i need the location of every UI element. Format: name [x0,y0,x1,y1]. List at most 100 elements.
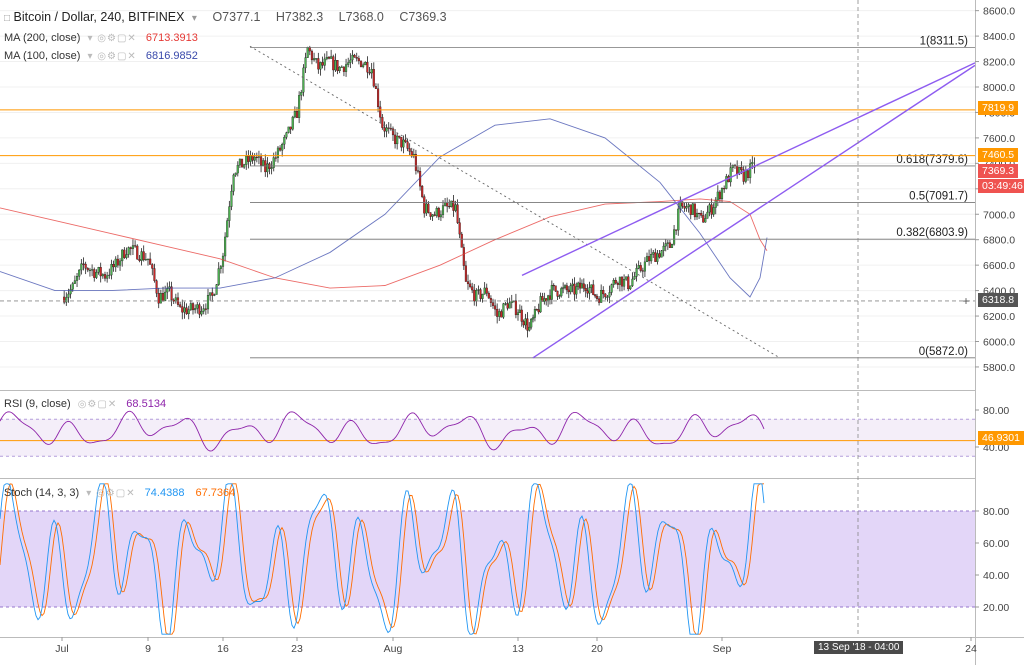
candle-up [662,245,665,251]
candle-up [221,255,225,267]
rsi-pane[interactable] [0,410,975,457]
candle-up [95,272,98,278]
candle-down [689,204,692,215]
candle-up [524,318,527,326]
candle-down [573,283,576,295]
candle-up [623,278,626,287]
candle-down [473,289,476,302]
countdown-badge: 03:49:46 [978,179,1024,193]
candle-down [389,128,392,130]
candle-up [272,157,275,168]
candle-up [340,66,343,68]
candle-down [668,242,671,248]
candle-down [592,284,595,295]
crosshair-price-badge: 6318.8 [978,293,1019,307]
candle-down [582,283,585,289]
candle-down [464,265,467,282]
candle-up [481,293,484,299]
candle-up [91,269,94,271]
overlay: + [0,0,975,637]
candle-down [514,300,517,316]
candle-down [129,247,132,249]
candle-up [402,139,405,148]
time-tick-label: 24 [965,643,977,655]
candle-down [471,286,474,291]
candle-down [149,258,152,265]
candle-up [629,285,632,290]
candle-down [379,106,382,118]
candle-down [416,170,420,172]
candle-down [191,303,195,311]
rsi-legend[interactable]: RSI (9, close) ◎⚙▢✕ 68.5134 [4,398,166,410]
fib-level-label: 0(5872.0) [919,346,968,358]
candle-up [119,260,122,266]
ma200-legend[interactable]: MA (200, close) ▾ ◎⚙▢✕ 6713.3913 [4,32,198,44]
rsi-tick-label: 80.00 [983,405,1009,417]
candle-up [370,69,373,74]
price-tick-label: 6600.0 [983,260,1015,272]
candle-up [569,285,572,293]
candle-up [712,207,715,215]
candle-up [547,295,550,302]
candle-down [153,268,156,281]
candle-up [645,256,649,263]
price-pane[interactable]: 1(8311.5) 0.618(7379.6) 0.5(7091.7) 0.382(6… [0,35,976,359]
candle-up [677,208,680,231]
rsi-value: 68.5134 [126,398,167,410]
candle-down [103,274,107,279]
stoch-pane[interactable] [0,483,975,635]
candle-down [157,293,160,304]
candle-up [625,276,628,280]
candle-up [69,289,72,295]
rsi-line [0,410,765,452]
candle-down [485,287,488,294]
candle-up [362,64,365,67]
chevron-down-icon[interactable]: ▾ [191,13,197,24]
ma100-legend[interactable]: MA (100, close) ▾ ◎⚙▢✕ 6816.9852 [4,50,198,62]
collapse-icon[interactable]: □ [4,13,11,24]
candle-down [556,290,559,297]
indicator-tools-icon[interactable]: ◎⚙▢✕ [77,399,118,410]
candle-up [187,309,190,315]
candle-down [408,148,411,152]
candle-down [658,253,661,258]
candle-up [600,290,603,303]
candle-down [718,191,721,200]
indicator-tools-icon[interactable]: ▾ ◎⚙▢✕ [87,51,137,62]
candle-down [198,304,201,315]
candle-up [300,92,303,96]
candle-down [279,147,282,151]
resistance-badge-2: 7460.5 [978,148,1019,162]
candle-down [93,269,96,278]
wedge-upper-line [521,62,976,276]
candle-up [543,298,546,302]
candle-down [383,127,386,132]
candle-down [742,169,745,182]
dotted-trendline [249,45,779,358]
candle-up [283,137,286,145]
indicator-tools-icon[interactable]: ▾ ◎⚙▢✕ [87,33,137,44]
candle-up [608,292,611,298]
candle-up [528,326,531,331]
candle-up [67,293,70,298]
indicator-tools-icon[interactable]: ▾ ◎⚙▢✕ [86,488,136,499]
price-tick-label: 7600.0 [983,133,1015,145]
candle-up [146,258,150,260]
candle-up [281,144,284,151]
time-tick-label: Jul [55,643,68,655]
candle-down [84,263,87,269]
candle-down [627,276,630,290]
stoch-legend[interactable]: Stoch (14, 3, 3) ▾ ◎⚙▢✕ 74.4388 67.7364 [4,487,235,499]
candle-up [637,265,640,269]
symbol-title[interactable]: Bitcoin / Dollar, 240, BITFINEX [13,10,185,24]
candle-up [213,294,216,296]
candle-up [396,135,399,145]
candle-up [590,284,593,288]
candle-down [723,188,726,190]
candle-down [491,302,495,306]
candle-down [479,289,482,299]
candle-up [131,245,135,249]
candle-up [498,311,501,317]
candle-up [325,56,328,60]
